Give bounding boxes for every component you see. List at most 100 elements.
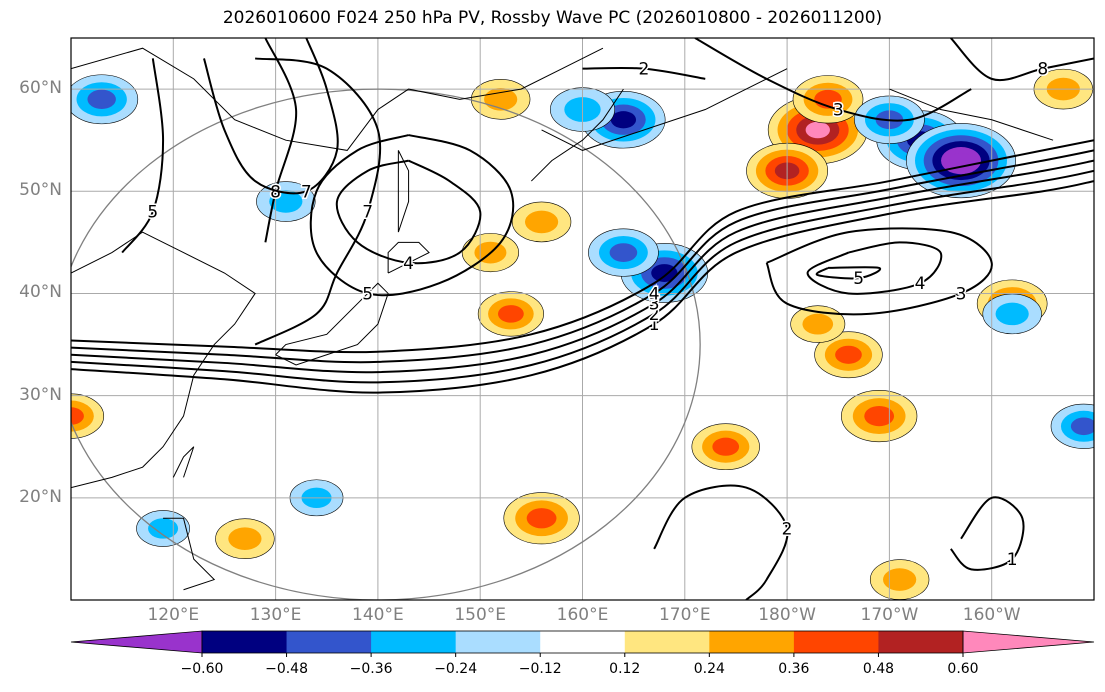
pc-blob-12	[503, 492, 580, 545]
pc-blob-level	[651, 264, 678, 282]
colorbar-segment	[202, 631, 288, 653]
lon-tick-label: 170°W	[860, 605, 919, 625]
lat-tick-label: 60°N	[19, 78, 62, 99]
pc-blob-27	[1050, 403, 1094, 449]
colorbar-tick-label: −0.36	[349, 661, 393, 677]
pc-blob-level	[87, 89, 116, 109]
colorbar-tick-label: −0.12	[518, 661, 562, 677]
pv-contour-label: 1	[1007, 550, 1018, 570]
pv-contour-16	[694, 38, 972, 122]
pc-blob-26	[982, 293, 1042, 335]
pv-contour-label: 5	[147, 203, 158, 223]
pc-blob-level	[497, 305, 524, 323]
coastline	[541, 68, 788, 151]
lat-tick-label: 20°N	[19, 486, 62, 507]
plot-frame	[70, 37, 1095, 601]
lon-tick-label: 180°W	[758, 605, 816, 625]
pc-blob-level	[609, 243, 638, 262]
pc-blob-level	[883, 568, 917, 591]
lon-tick-label: 150°E	[454, 605, 507, 625]
pv-contour-label: 2	[649, 305, 660, 325]
pv-contour-5	[335, 159, 482, 265]
colorbar-tick-label: −0.24	[434, 661, 478, 677]
colorbar-segment	[455, 631, 541, 653]
colorbar-tick-label: 0.60	[947, 661, 979, 677]
colorbar-tick-label: −0.60	[180, 661, 224, 677]
lon-tick-label: 170°E	[658, 605, 711, 625]
pv-contour-14	[653, 484, 789, 600]
lon-tick-label: 130°E	[249, 605, 302, 625]
colorbar-extend-max	[962, 630, 1095, 654]
pc-blob-2	[792, 75, 864, 124]
colorbar-segment	[878, 631, 964, 653]
pc-blob-level	[526, 508, 557, 529]
pv-contour-label: 7	[301, 182, 312, 202]
pv-contour-label: 3	[649, 295, 660, 315]
colorbar-tick-label: 0.24	[693, 661, 725, 677]
lat-tick-label: 30°N	[19, 384, 62, 405]
colorbar-frame	[201, 630, 964, 654]
coastline	[172, 446, 195, 478]
colorbar-tick-label: 0.48	[862, 661, 895, 677]
pv-contour-8	[264, 38, 298, 243]
pv-contour-15	[950, 496, 1025, 571]
pv-contour-label: 4	[403, 254, 414, 274]
pv-contour-6	[309, 134, 515, 297]
pc-blob-level	[71, 407, 84, 425]
pv-contour-label: 2	[782, 519, 793, 539]
pv-contour-label: 4	[915, 274, 926, 294]
lon-tick-label: 120°E	[147, 605, 200, 625]
pc-blob-3	[841, 390, 918, 443]
pv-contour-label: 7	[362, 203, 373, 223]
colorbar-extend-min	[70, 630, 203, 654]
pc-blob-24	[71, 74, 139, 125]
pv-contour-7	[254, 57, 382, 346]
pc-blob-level	[995, 302, 1029, 326]
pc-blob-level	[148, 518, 179, 539]
colorbar-segment	[793, 631, 879, 653]
lon-tick-label: 160°E	[556, 605, 609, 625]
chart-title: 2026010600 F024 250 hPa PV, Rossby Wave …	[222, 8, 883, 28]
coastline	[71, 231, 256, 489]
pc-blob-7	[477, 291, 544, 337]
pv-contour-label: 2	[638, 60, 649, 80]
pc-blob-16	[71, 393, 105, 439]
lat-tick-label: 50°N	[19, 180, 62, 201]
pv-contour-label: 3	[833, 101, 844, 121]
lon-tick-label: 140°E	[352, 605, 404, 625]
pv-contour-13	[765, 227, 993, 316]
pv-contour-2	[71, 159, 1094, 374]
pc-blob-level	[864, 405, 895, 427]
coastline	[71, 47, 604, 151]
pc-blob-15	[869, 559, 930, 600]
pv-contour-12	[815, 266, 882, 280]
pv-contour-label: 8	[270, 182, 281, 202]
pc-blob-level	[269, 190, 303, 213]
pc-blob-level	[228, 527, 262, 550]
colorbar-segment	[540, 631, 626, 653]
pc-blob-level	[802, 313, 834, 335]
colorbar-segment	[624, 631, 710, 653]
pv-contour-label: 8	[1037, 60, 1048, 80]
pc-blob-level	[835, 345, 862, 364]
pv-contour-label: 1	[649, 315, 660, 335]
pc-blob-level	[949, 152, 973, 169]
colorbar-segment	[371, 631, 457, 653]
pc-blob-18	[906, 123, 1016, 199]
pc-blob-29	[136, 510, 190, 547]
pc-blob-23	[588, 228, 659, 277]
pv-contour-label: 5	[853, 269, 864, 289]
pc-blob-13	[691, 423, 760, 471]
pv-contour-label: 4	[649, 284, 660, 304]
pc-blob-level	[712, 437, 740, 456]
pc-blob-4	[814, 331, 883, 379]
pc-blob-level	[610, 111, 637, 129]
pv-contour-1	[71, 169, 1094, 384]
colorbar-tick-label: −0.48	[265, 661, 308, 677]
coastline	[530, 88, 624, 182]
colorbar-tick-label: 0.12	[609, 661, 641, 677]
pv-contour-label: 3	[956, 284, 967, 304]
pv-contour-9	[203, 38, 339, 195]
pc-blob-8	[511, 201, 572, 243]
